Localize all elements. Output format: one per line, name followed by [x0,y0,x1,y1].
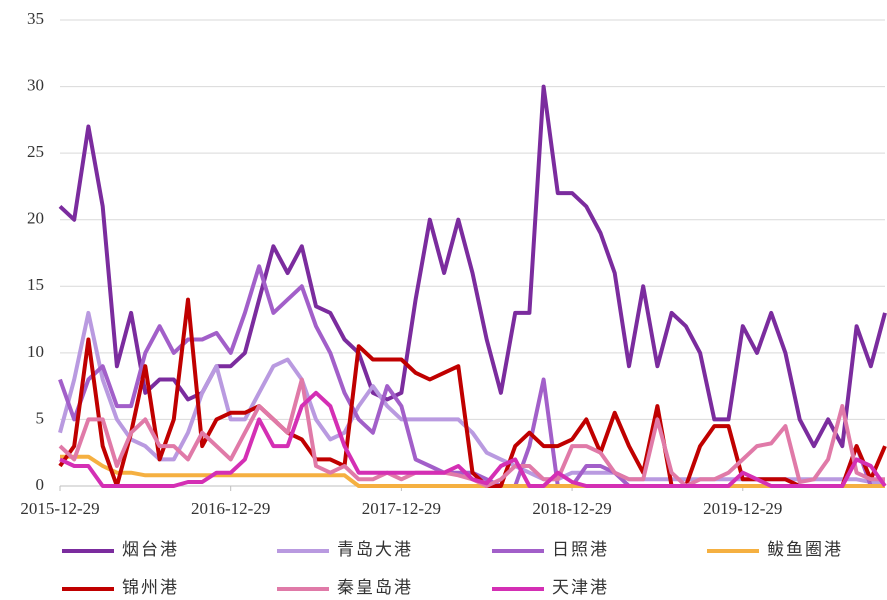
y-tick-label: 35 [27,9,44,28]
series-line [58,297,887,488]
legend-label: 青岛大港 [337,540,413,559]
series-line [58,84,887,449]
series-line [60,454,885,488]
y-tick-label: 20 [27,209,44,228]
y-tick-label: 30 [27,75,44,94]
x-tick-label: 2017-12-29 [362,499,441,518]
legend-label: 鲅鱼圈港 [767,540,843,559]
legend-label: 秦皇岛港 [337,578,413,597]
series-line [59,390,887,488]
legend-label: 日照港 [552,540,609,559]
x-tick-label: 2015-12-29 [20,499,99,518]
y-tick-label: 15 [27,275,44,294]
y-tick-label: 10 [27,342,44,361]
legend-label: 烟台港 [122,540,179,559]
x-tick-label: 2019-12-29 [703,499,782,518]
legend-label: 天津港 [552,578,609,597]
x-tick-label: 2016-12-29 [191,499,270,518]
legend-label: 锦州港 [122,578,179,597]
y-tick-label: 5 [36,408,45,427]
y-tick-label: 25 [27,142,44,161]
y-tick-label: 0 [36,475,45,494]
x-tick-label: 2018-12-29 [532,499,611,518]
